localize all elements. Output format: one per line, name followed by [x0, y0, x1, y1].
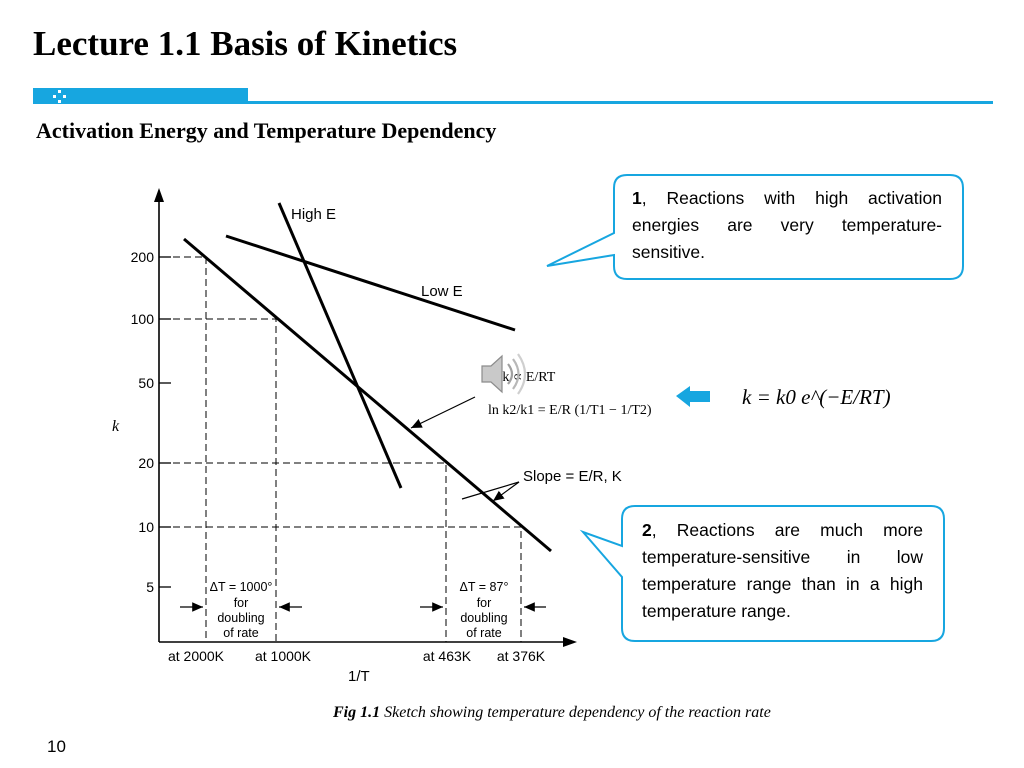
- reference-line: [183, 237, 552, 553]
- arrhenius-equation: k = k0 e^(−E/RT): [742, 385, 891, 409]
- y-axis-arrow-icon: [154, 188, 164, 202]
- slope-label: Slope = E/R, K: [523, 468, 622, 485]
- y-tick-label: 200: [131, 249, 155, 265]
- callout-1-box: [546, 174, 964, 280]
- annotation-left: ΔT = 1000°: [210, 580, 273, 594]
- y-axis-label: k: [112, 418, 120, 435]
- equation-ratio: ln k2/k1 = E/R (1/T1 − 1/T2): [488, 403, 652, 418]
- annotation-left: for: [234, 596, 249, 610]
- x-axis-arrow-icon: [563, 637, 577, 647]
- x-tick-label: at 376K: [497, 648, 546, 664]
- low-e-label: Low E: [421, 283, 463, 300]
- y-tick-label: 5: [146, 579, 154, 595]
- y-tick-label: 20: [138, 455, 154, 471]
- annotation-right: ΔT = 87°: [460, 580, 509, 594]
- caption-label: Fig 1.1: [333, 704, 381, 721]
- callout-1-text: 1, Reactions with high activation energi…: [632, 188, 942, 262]
- annotation-right: doubling: [460, 611, 507, 625]
- callout-2-number: 2: [642, 520, 652, 540]
- annotation-right: of rate: [466, 626, 501, 640]
- slide-title: Lecture 1.1 Basis of Kinetics: [33, 24, 458, 63]
- section-subtitle: Activation Energy and Temperature Depend…: [36, 118, 497, 143]
- left-arrow-icon: [676, 386, 710, 407]
- x-tick-label: at 2000K: [168, 648, 225, 664]
- x-tick-label: at 463K: [423, 648, 472, 664]
- x-axis-label: 1/T: [348, 668, 370, 685]
- high-e-line: [277, 202, 403, 489]
- annotation-left: doubling: [217, 611, 264, 625]
- callout-2-box: [579, 505, 945, 642]
- equation-proportional: ln k ∝ E/RT: [488, 370, 556, 385]
- title-divider: [33, 88, 993, 104]
- bullet-icon: [53, 90, 66, 103]
- low-e-line: [225, 234, 516, 332]
- speaker-icon: [481, 353, 527, 395]
- x-tick-label: at 1000K: [255, 648, 312, 664]
- annotation-right: for: [477, 596, 492, 610]
- callout-2-text: 2, Reactions are much more temperature-s…: [642, 520, 923, 621]
- page-number: 10: [47, 737, 66, 756]
- y-tick-label: 10: [138, 519, 154, 535]
- y-tick-label: 100: [131, 311, 155, 327]
- annotation-left: of rate: [223, 626, 258, 640]
- figure-caption: Fig 1.1 Sketch showing temperature depen…: [333, 704, 771, 721]
- high-e-label: High E: [291, 206, 336, 223]
- equation-pointer: [410, 396, 476, 429]
- y-tick-label: 50: [138, 375, 154, 391]
- slope-pointer: [461, 481, 520, 500]
- callout-1-number: 1: [632, 188, 642, 208]
